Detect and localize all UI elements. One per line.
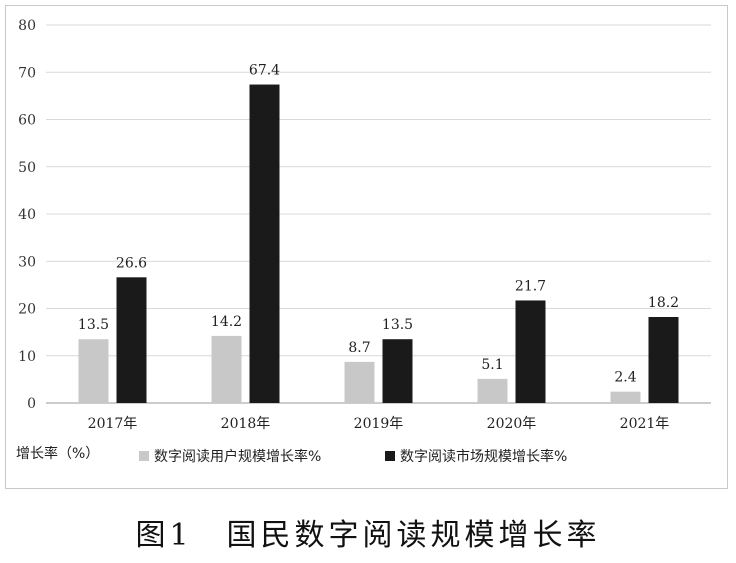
- y-tick-label: 80: [18, 18, 36, 34]
- bar-market-3: [515, 300, 546, 403]
- data-label-market-1: 67.4: [249, 63, 280, 79]
- y-tick-label: 20: [18, 302, 36, 318]
- y-tick-label: 50: [18, 160, 36, 176]
- x-tick-label: 2017年: [88, 416, 138, 432]
- data-label-market-3: 21.7: [515, 278, 546, 294]
- y-tick-label: 40: [18, 207, 36, 223]
- figure-caption: 图1 国民数字阅读规模增长率: [135, 518, 601, 553]
- bar-user-2: [344, 361, 375, 403]
- bars: [78, 84, 679, 403]
- data-label-market-4: 18.2: [648, 295, 679, 311]
- data-label-market-2: 13.5: [382, 317, 413, 333]
- chart-frame: [5, 5, 728, 489]
- y-tick-label: 60: [18, 113, 36, 129]
- bar-user-4: [610, 391, 641, 403]
- data-label-market-0: 26.6: [116, 255, 147, 271]
- legend-swatch-user-growth: [139, 451, 149, 461]
- data-label-user-0: 13.5: [78, 317, 109, 333]
- bar-market-1: [249, 84, 280, 403]
- y-axis-ticks: 0 10 20 30 40 50 60 70 80: [18, 18, 36, 412]
- bar-user-3: [477, 378, 508, 403]
- data-label-user-1: 14.2: [211, 314, 242, 330]
- x-tick-label: 2018年: [221, 416, 271, 432]
- y-tick-label: 70: [18, 65, 36, 81]
- bar-market-0: [116, 277, 147, 403]
- data-label-user-2: 8.7: [348, 340, 370, 356]
- x-tick-label: 2021年: [620, 416, 670, 432]
- data-labels: 13.5 26.6 14.2 67.4 8.7 13.5 5.1 21.7 2.4 18.2: [78, 63, 679, 386]
- legend-label-market-growth: 数字阅读市场规模增长率%: [400, 448, 567, 465]
- legend: 数字阅读用户规模增长率% 数字阅读市场规模增长率%: [139, 448, 567, 465]
- x-axis-ticks: 2017年 2018年 2019年 2020年 2021年: [88, 416, 670, 432]
- grid-lines: [46, 24, 711, 404]
- legend-swatch-market-growth: [385, 451, 395, 461]
- data-label-user-4: 2.4: [614, 370, 636, 386]
- y-tick-label: 0: [27, 396, 36, 412]
- bar-market-2: [382, 339, 413, 403]
- y-axis-label: 增长率（%）: [16, 445, 99, 462]
- y-tick-label: 30: [18, 254, 36, 270]
- data-label-user-3: 5.1: [481, 357, 503, 373]
- bar-user-1: [211, 335, 242, 403]
- x-tick-label: 2019年: [354, 416, 404, 432]
- y-tick-label: 10: [18, 349, 36, 365]
- legend-label-user-growth: 数字阅读用户规模增长率%: [154, 448, 321, 465]
- bar-market-4: [648, 317, 679, 403]
- bar-user-0: [78, 339, 109, 403]
- x-tick-label: 2020年: [487, 416, 537, 432]
